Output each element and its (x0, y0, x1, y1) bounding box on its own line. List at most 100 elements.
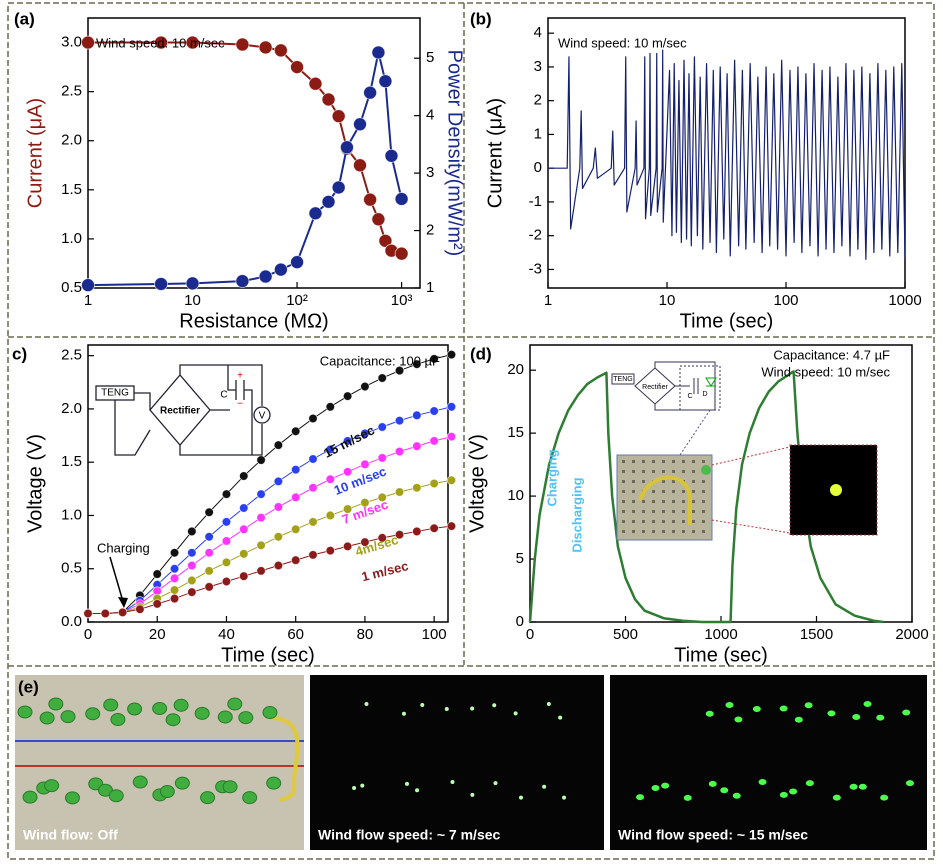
y-axis-label: Current (μA) (24, 98, 46, 208)
data-point (412, 359, 422, 369)
data-point (378, 233, 393, 248)
data-point (239, 524, 249, 535)
data-point (363, 192, 378, 207)
plot-frame (87, 344, 449, 623)
led-glow (470, 706, 475, 711)
data-point (239, 471, 249, 481)
data-point (446, 402, 457, 412)
data-point (100, 608, 111, 619)
data-point (256, 489, 266, 499)
breadboard-hole (622, 470, 625, 473)
breadboard-hole (662, 530, 665, 533)
led-glow (779, 791, 788, 798)
annotation: Wind speed: 10 m/sec (558, 35, 687, 50)
inset-text: D (702, 391, 707, 398)
breadboard-hole (702, 490, 705, 493)
led-glow (705, 710, 714, 717)
voltmeter (253, 406, 271, 424)
photo-caption: Wind flow speed: ~ 7 m/sec (318, 827, 501, 843)
data-point (394, 365, 405, 376)
data-point (384, 148, 399, 163)
breadboard-hole (632, 510, 635, 513)
x-tick-label: 60 (287, 626, 304, 643)
data-point (187, 587, 197, 597)
data-point (308, 413, 318, 424)
x-tick-label: 1 (544, 292, 552, 309)
wire-photo (638, 475, 692, 525)
y-tick-label: 3 (534, 58, 542, 75)
data-point (360, 537, 370, 547)
inset-text: Rectifier (160, 406, 200, 417)
data-point (273, 262, 288, 277)
data-line (88, 525, 452, 614)
data-point (81, 278, 95, 293)
y-tick-label: -2 (529, 227, 542, 244)
y2-axis-label: Power Density(mW/m²) (444, 50, 466, 257)
data-point (273, 532, 284, 542)
breadboard-hole (622, 510, 625, 513)
data-point (308, 483, 318, 493)
led-glow (905, 780, 914, 787)
x-tick-label: 100 (773, 292, 798, 309)
panel-borders (7, 2, 935, 860)
data-point (235, 274, 250, 289)
led (174, 776, 190, 790)
panel-label: (d) (470, 344, 492, 363)
breadboard-hole (632, 500, 635, 503)
x-tick-label: 40 (218, 626, 235, 643)
annotation: Capacitance: 4.7 µF (773, 347, 890, 362)
breadboard-hole (672, 530, 675, 533)
breadboard-hole (632, 520, 635, 523)
y-tick-label: 0 (534, 159, 542, 176)
data-point (221, 576, 232, 587)
data-point (169, 593, 180, 604)
data-point (187, 575, 197, 586)
inset-text: V (259, 411, 266, 422)
data-point (204, 532, 214, 542)
data-point (256, 455, 266, 465)
led-glow (863, 701, 872, 708)
annotation: Capacitance: 100 µF (320, 353, 440, 368)
led-glow (450, 780, 455, 785)
breadboard-hole (672, 510, 675, 513)
data-point (273, 440, 284, 450)
breadboard-hole (702, 520, 705, 523)
annotation: Charging (97, 540, 150, 555)
led (60, 710, 76, 724)
circuit-inset (95, 364, 271, 456)
annotation: Wind speed: 10 m/sec (761, 364, 890, 379)
y-tick-label: 2 (534, 92, 542, 109)
data-point (342, 391, 353, 401)
data-point (135, 604, 145, 614)
breadboard-hole (662, 500, 665, 503)
data-point (342, 504, 353, 514)
y-tick-label: 1.0 (61, 230, 82, 247)
led-glow (562, 795, 567, 800)
led-glow (364, 702, 369, 707)
data-point (371, 45, 386, 60)
x-tick-label: 10³ (391, 292, 413, 309)
data-point (204, 582, 214, 592)
data-point (412, 441, 422, 451)
breadboard-hole (682, 500, 685, 503)
breadboard-hole (692, 460, 695, 463)
data-point (360, 428, 370, 439)
data-point (429, 354, 439, 364)
wires (114, 364, 263, 456)
y-tick-label: 2.0 (61, 132, 82, 149)
inset-text: − (237, 399, 243, 410)
led-glow (804, 702, 813, 709)
led-glow (401, 711, 406, 716)
data-point (308, 550, 318, 560)
data-point (412, 410, 422, 421)
data-point (152, 569, 162, 579)
data-point (239, 571, 249, 581)
outer-border (7, 2, 935, 860)
x-tick-label: 1500 (800, 626, 833, 643)
panel-label: (b) (470, 9, 492, 28)
data-point (308, 517, 318, 527)
breadboard-hole (672, 490, 675, 493)
breadboard-hole (662, 490, 665, 493)
data-point (258, 269, 273, 284)
y2-tick-label: 4 (426, 107, 434, 124)
